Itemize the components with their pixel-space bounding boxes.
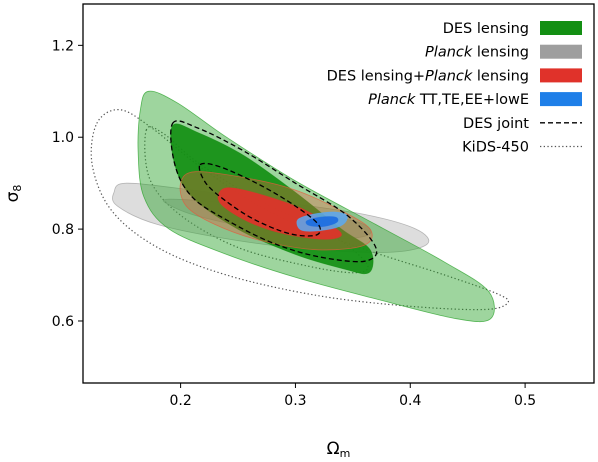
- legend-item-des-joint: DES joint: [463, 116, 582, 132]
- y-axis-label-sub: 8: [11, 185, 24, 192]
- legend-label: DES lensing: [443, 21, 529, 37]
- contours-layer: [90, 90, 509, 323]
- legend-swatch: [540, 92, 582, 107]
- y-axis-label-main: σ: [3, 191, 23, 202]
- plot-frame: [82, 3, 595, 384]
- y-tick-label: 1.0: [52, 130, 74, 146]
- legend-item-planck-cmb: Planck TT,TE,EE+lowE: [368, 92, 582, 108]
- legend-item-planck-lensing: Planck lensing: [425, 44, 582, 61]
- x-axis-label-sub: m: [340, 447, 351, 460]
- des-joint-outer-contour: [170, 120, 378, 263]
- legend-label: DES lensing+Planck lensing: [327, 68, 529, 84]
- legend-label: Planck lensing: [425, 45, 529, 61]
- des-joint-inner-contour: [198, 162, 322, 237]
- y-axis-label: σ8: [3, 185, 24, 203]
- legend-label: KiDS-450: [462, 140, 529, 156]
- x-axis-label: Ωm: [327, 439, 351, 460]
- y-tick-label: 1.2: [52, 38, 74, 54]
- x-axis-label-main: Ω: [327, 439, 340, 459]
- y-tick-label: 0.6: [52, 314, 74, 330]
- x-tick-label: 0.4: [399, 393, 421, 409]
- legend-swatch: [540, 68, 582, 83]
- x-tick-label: 0.3: [284, 393, 306, 409]
- x-tick-label: 0.5: [514, 393, 536, 409]
- legend-swatch: [540, 44, 582, 59]
- legend-swatch: [540, 21, 582, 35]
- legend-item-kids-450: KiDS-450: [462, 140, 582, 156]
- legend-item-combined: DES lensing+Planck lensing: [327, 68, 582, 84]
- legend-item-des-lensing: DES lensing: [443, 21, 582, 37]
- legend-label: Planck TT,TE,EE+lowE: [368, 92, 529, 108]
- axis-ticks: 0.2 0.3 0.4 0.5 0.6 0.8 1.0 1.2: [52, 38, 536, 409]
- legend: DES lensing Planck lensing DES lensing+Pla…: [327, 21, 582, 156]
- x-tick-label: 0.2: [169, 393, 191, 409]
- legend-label: DES joint: [463, 116, 529, 132]
- y-tick-label: 0.8: [52, 222, 74, 238]
